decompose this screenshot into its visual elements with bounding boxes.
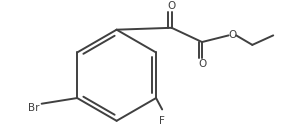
Text: O: O — [168, 1, 176, 11]
Text: O: O — [228, 30, 236, 40]
Text: O: O — [198, 59, 206, 69]
Text: Br: Br — [28, 103, 40, 112]
Text: F: F — [159, 116, 165, 126]
